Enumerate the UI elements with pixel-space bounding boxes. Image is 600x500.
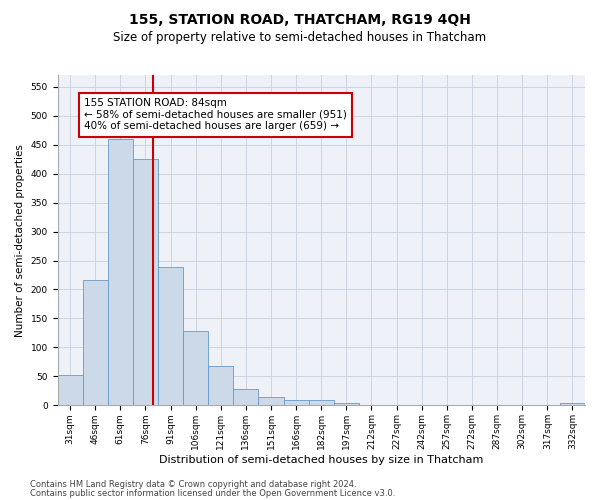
Bar — [58, 376, 83, 406]
Bar — [259, 396, 284, 406]
Bar — [233, 389, 259, 406]
Text: Contains public sector information licensed under the Open Government Licence v3: Contains public sector information licen… — [30, 488, 395, 498]
Bar — [560, 402, 585, 406]
Bar — [334, 402, 359, 406]
Bar — [309, 400, 334, 406]
Text: 155, STATION ROAD, THATCHAM, RG19 4QH: 155, STATION ROAD, THATCHAM, RG19 4QH — [129, 12, 471, 26]
Bar — [108, 139, 133, 406]
X-axis label: Distribution of semi-detached houses by size in Thatcham: Distribution of semi-detached houses by … — [159, 455, 484, 465]
Text: 155 STATION ROAD: 84sqm
← 58% of semi-detached houses are smaller (951)
40% of s: 155 STATION ROAD: 84sqm ← 58% of semi-de… — [84, 98, 347, 132]
Bar — [133, 159, 158, 406]
Bar — [83, 280, 108, 406]
Bar — [183, 331, 208, 406]
Text: Contains HM Land Registry data © Crown copyright and database right 2024.: Contains HM Land Registry data © Crown c… — [30, 480, 356, 489]
Bar — [284, 400, 309, 406]
Bar — [158, 268, 183, 406]
Text: Size of property relative to semi-detached houses in Thatcham: Size of property relative to semi-detach… — [113, 31, 487, 44]
Y-axis label: Number of semi-detached properties: Number of semi-detached properties — [15, 144, 25, 336]
Bar — [208, 366, 233, 406]
